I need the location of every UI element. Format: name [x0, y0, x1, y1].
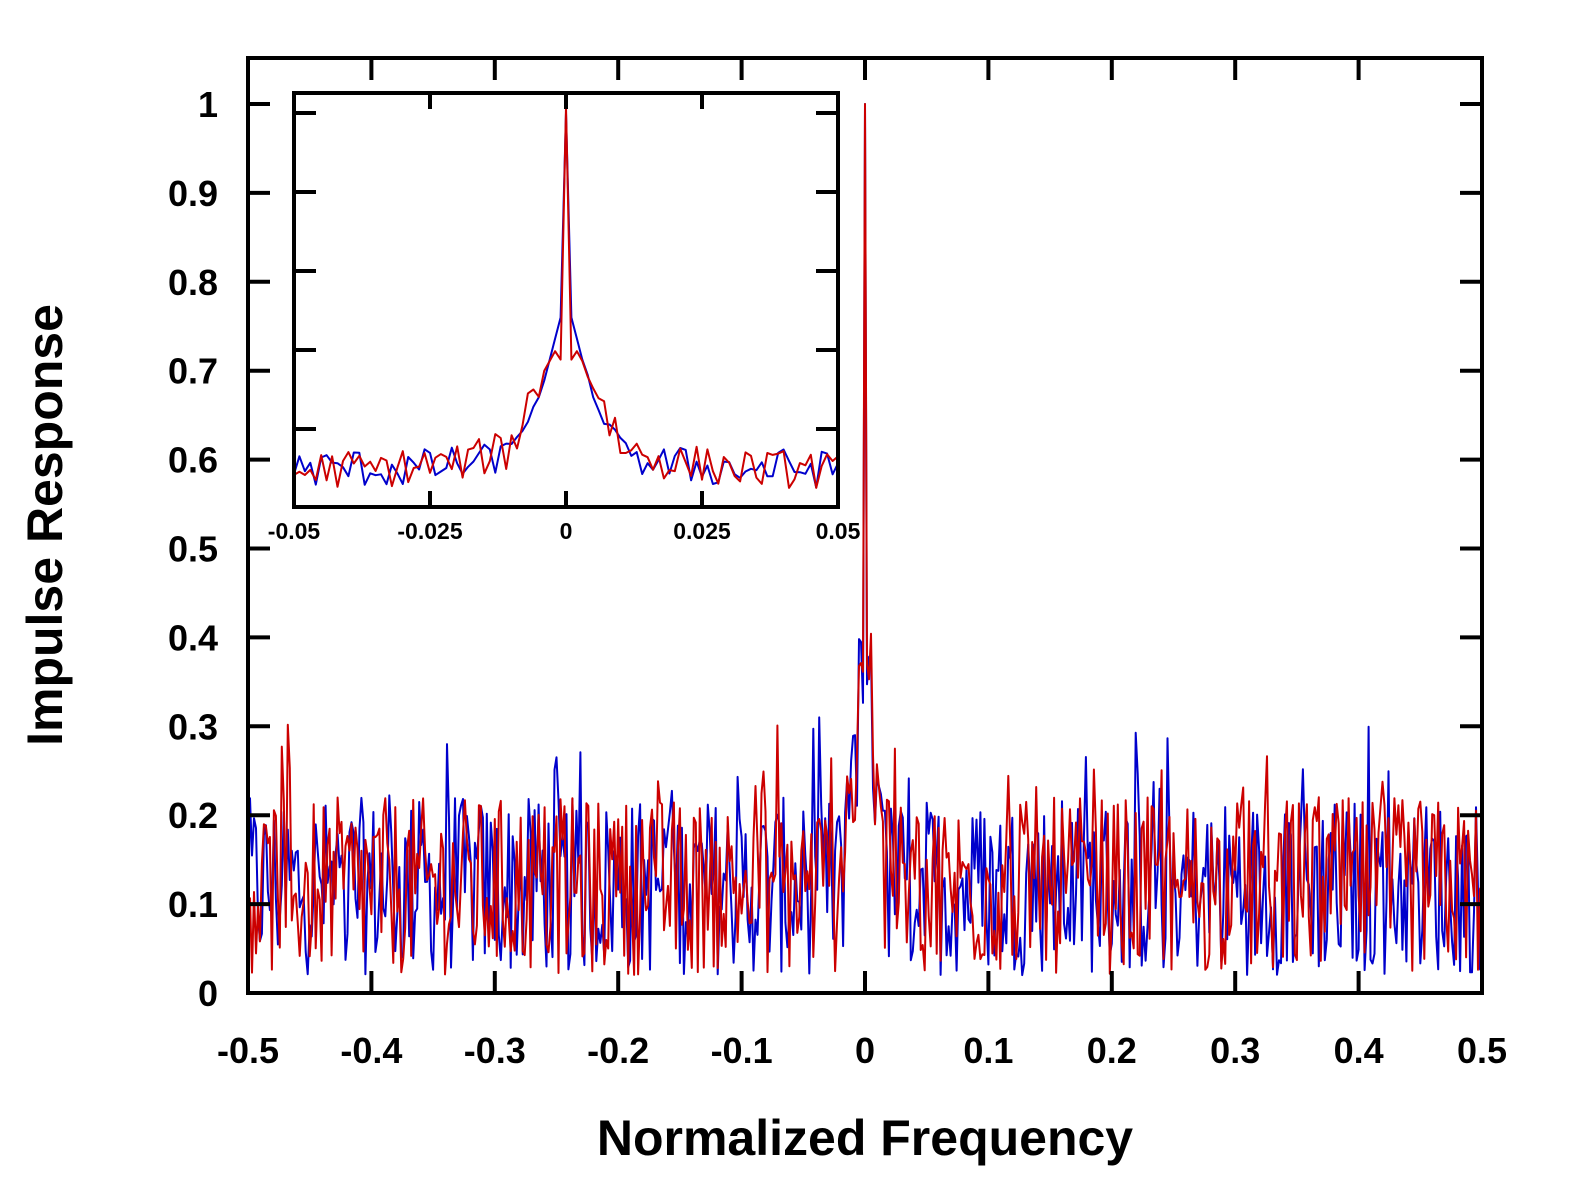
main-x-tick-label: -0.1 [711, 1030, 773, 1071]
x-axis-title: Normalized Frequency [597, 1110, 1133, 1166]
main-y-tick-label: 0.6 [168, 440, 218, 481]
inset-x-tick-label: -0.025 [397, 518, 462, 544]
inset-x-tick-label: 0.05 [816, 518, 861, 544]
main-x-tick-label: -0.2 [587, 1030, 649, 1071]
main-x-tick-label: -0.5 [217, 1030, 279, 1071]
inset-background [294, 93, 838, 507]
main-x-tick-label: 0 [855, 1030, 875, 1071]
main-x-tick-label: 0.3 [1210, 1030, 1260, 1071]
main-x-tick-label: 0.5 [1457, 1030, 1507, 1071]
y-axis-title: Impulse Response [17, 304, 73, 746]
main-y-tick-label: 0.3 [168, 706, 218, 747]
main-series-line-1 [247, 103, 1483, 976]
main-x-tick-label: -0.4 [340, 1030, 402, 1071]
main-x-tick-label: -0.3 [464, 1030, 526, 1071]
main-series-layer [247, 103, 1483, 977]
main-y-tick-label: 0.2 [168, 795, 218, 836]
inset-x-tick-label: -0.05 [268, 518, 321, 544]
main-y-tick-label: 0.9 [168, 173, 218, 214]
inset-x-tick-label: 0 [560, 518, 573, 544]
main-tick-layer: -0.5 -0.4 -0.3 -0.2 -0.1 0 0.1 0.2 0.3 0.4 0.5 0 0.1… [168, 58, 1507, 1071]
inset-tick-layer: -0.05 -0.025 0 0.025 0.05 [268, 93, 861, 544]
main-x-tick-label: 0.4 [1334, 1030, 1384, 1071]
main-y-tick-label: 0.8 [168, 262, 218, 303]
main-y-tick-label: 0 [198, 973, 218, 1014]
main-y-tick-label: 1 [198, 84, 218, 125]
main-y-tick-label: 0.1 [168, 884, 218, 925]
main-x-tick-label: 0.1 [963, 1030, 1013, 1071]
main-y-tick-label: 0.7 [168, 351, 218, 392]
main-y-tick-label: 0.4 [168, 617, 218, 658]
main-x-tick-label: 0.2 [1087, 1030, 1137, 1071]
inset-x-tick-label: 0.025 [673, 518, 731, 544]
main-y-tick-label: 0.5 [168, 529, 218, 570]
